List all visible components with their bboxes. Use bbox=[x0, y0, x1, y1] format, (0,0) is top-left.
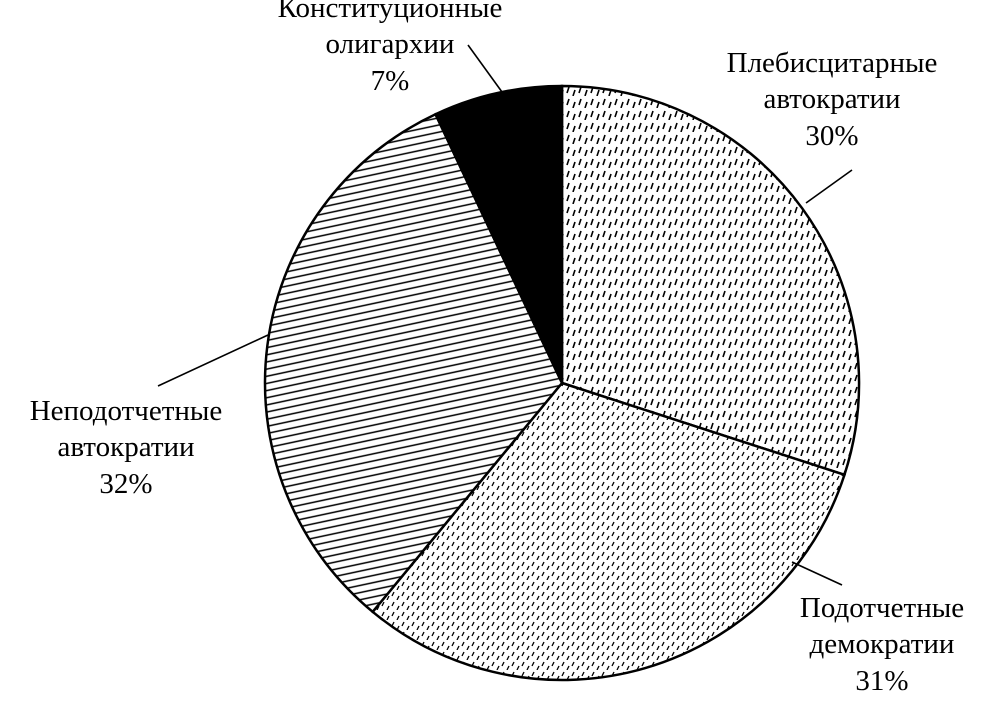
pie-slice bbox=[370, 381, 847, 682]
pie-slice bbox=[433, 84, 564, 384]
pie-slice bbox=[560, 84, 861, 477]
leader-line bbox=[805, 169, 853, 204]
slice-label: Подотчетные демократии bbox=[800, 592, 964, 660]
leader-line bbox=[791, 561, 843, 586]
value-label: 30% bbox=[805, 120, 858, 152]
value-label: 7% bbox=[371, 65, 410, 97]
pie-slice bbox=[263, 112, 564, 614]
slice-label: Плебисцитарные автократии bbox=[727, 47, 938, 115]
slice-label: Конституционные олигархии bbox=[278, 0, 503, 60]
value-label: 31% bbox=[855, 665, 908, 697]
slice-label: Неподотчетные автократии bbox=[30, 395, 223, 463]
leader-line bbox=[467, 44, 503, 93]
leader-line bbox=[157, 334, 269, 387]
value-label: 32% bbox=[99, 468, 152, 500]
